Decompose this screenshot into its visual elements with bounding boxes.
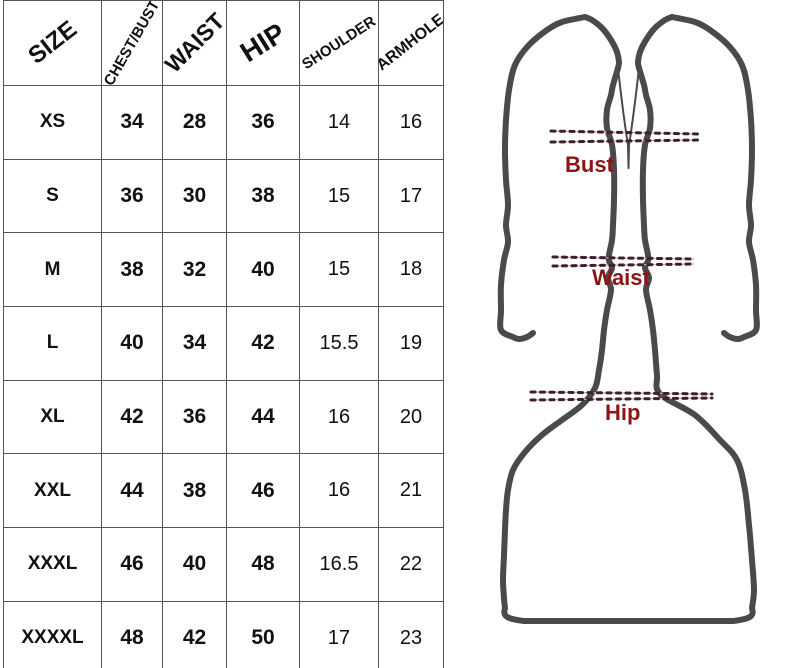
- svg-text:Hip: Hip: [605, 400, 640, 425]
- svg-text:Bust: Bust: [565, 152, 615, 177]
- svg-text:Waist: Waist: [592, 265, 651, 290]
